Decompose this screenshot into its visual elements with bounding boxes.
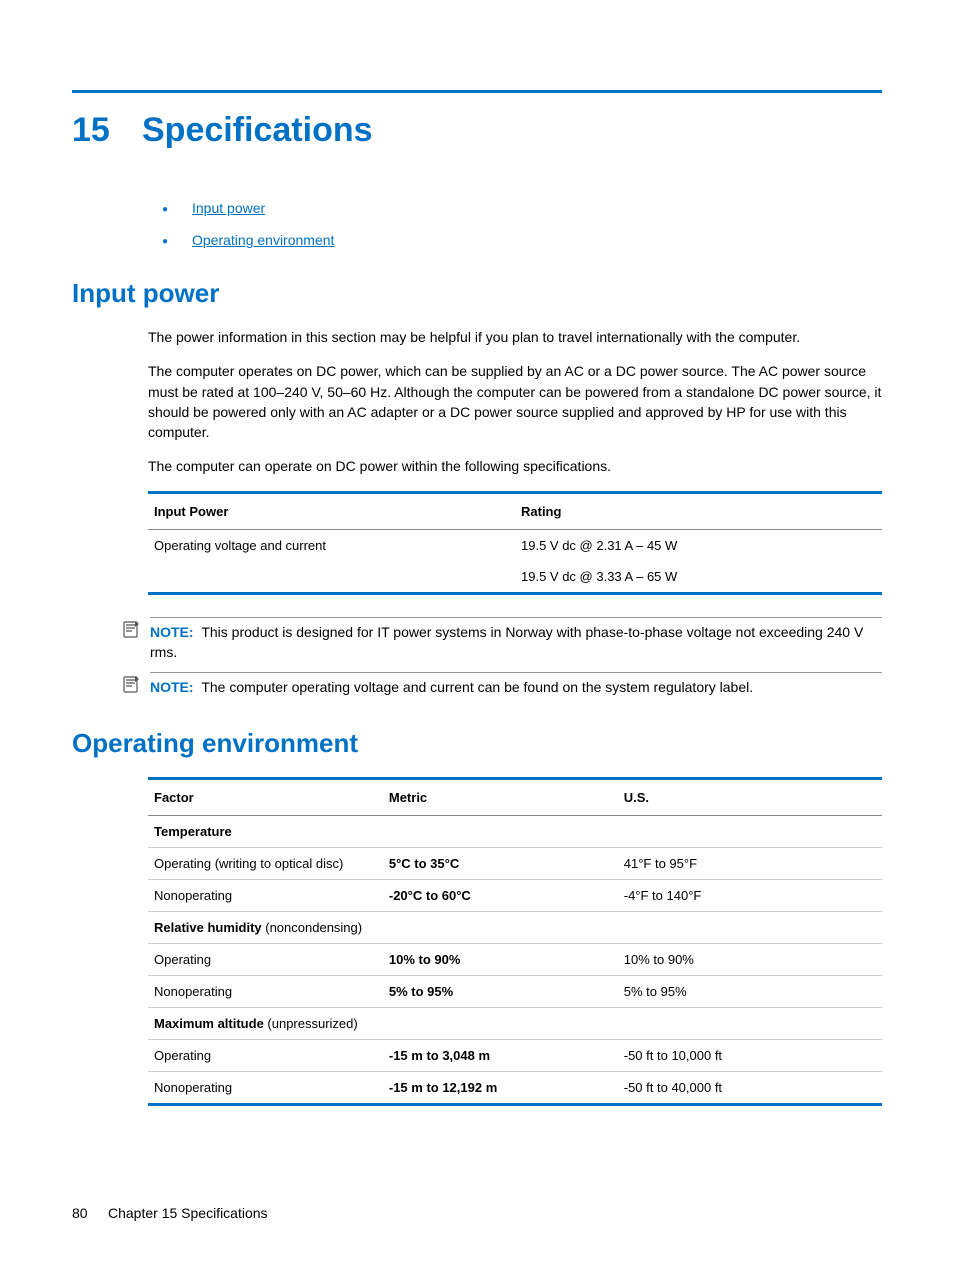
- section1-body: The power information in this section ma…: [148, 327, 882, 595]
- toc-list: Input power Operating environment: [162, 200, 882, 248]
- note-label: NOTE:: [150, 624, 194, 640]
- page-number: 80: [72, 1205, 108, 1221]
- table-cell: 19.5 V dc @ 3.33 A – 65 W: [515, 561, 882, 594]
- table-cell: 19.5 V dc @ 2.31 A – 45 W: [515, 529, 882, 561]
- table-header: U.S.: [618, 778, 882, 815]
- paragraph: The computer operates on DC power, which…: [148, 361, 882, 442]
- table-cell-factor: Operating (writing to optical disc): [148, 847, 383, 879]
- paragraph: The power information in this section ma…: [148, 327, 882, 347]
- table-cell-us: -50 ft to 40,000 ft: [618, 1071, 882, 1104]
- table-subheading: Maximum altitude (unpressurized): [148, 1007, 882, 1039]
- table-cell-factor: Nonoperating: [148, 879, 383, 911]
- paragraph: The computer can operate on DC power wit…: [148, 456, 882, 476]
- section2-body: Factor Metric U.S. TemperatureOperating …: [148, 777, 882, 1106]
- table-row: Operating (writing to optical disc)5°C t…: [148, 847, 882, 879]
- table-subheading: Temperature: [148, 815, 882, 847]
- note-icon: [122, 619, 144, 644]
- table-cell-metric: 5% to 95%: [383, 975, 618, 1007]
- table-header: Rating: [515, 492, 882, 529]
- table-cell-factor: Operating: [148, 1039, 383, 1071]
- top-rule: [72, 90, 882, 93]
- note-text: NOTE: The computer operating voltage and…: [150, 672, 882, 697]
- note-icon: [122, 674, 144, 699]
- note: NOTE: The computer operating voltage and…: [122, 672, 882, 699]
- note: NOTE: This product is designed for IT po…: [122, 617, 882, 663]
- note-text: NOTE: This product is designed for IT po…: [150, 617, 882, 663]
- table-row: Operating10% to 90%10% to 90%: [148, 943, 882, 975]
- section-heading-operating-environment: Operating environment: [72, 728, 882, 759]
- table-cell: Operating voltage and current: [148, 529, 515, 561]
- table-cell-us: 5% to 95%: [618, 975, 882, 1007]
- table-subheading-row: Temperature: [148, 815, 882, 847]
- table-subheading-row: Relative humidity (noncondensing): [148, 911, 882, 943]
- table-cell-us: -50 ft to 10,000 ft: [618, 1039, 882, 1071]
- table-cell-us: 41°F to 95°F: [618, 847, 882, 879]
- table-cell-us: 10% to 90%: [618, 943, 882, 975]
- toc-item: Operating environment: [162, 232, 882, 248]
- table-cell-metric: -15 m to 3,048 m: [383, 1039, 618, 1071]
- page-footer: 80Chapter 15 Specifications: [72, 1205, 268, 1221]
- table-row: Nonoperating-15 m to 12,192 m-50 ft to 4…: [148, 1071, 882, 1104]
- table-cell-metric: -20°C to 60°C: [383, 879, 618, 911]
- chapter-name: Specifications: [142, 111, 373, 149]
- table-row: Nonoperating5% to 95%5% to 95%: [148, 975, 882, 1007]
- chapter-title: 15Specifications: [72, 111, 882, 150]
- table-header: Metric: [383, 778, 618, 815]
- note-body: The computer operating voltage and curre…: [201, 679, 753, 695]
- table-row: Operating-15 m to 3,048 m-50 ft to 10,00…: [148, 1039, 882, 1071]
- toc-link-operating-environment[interactable]: Operating environment: [192, 232, 334, 248]
- toc-link-input-power[interactable]: Input power: [192, 200, 265, 216]
- table-cell-metric: -15 m to 12,192 m: [383, 1071, 618, 1104]
- table-cell-us: -4°F to 140°F: [618, 879, 882, 911]
- table-header: Factor: [148, 778, 383, 815]
- table-cell-metric: 5°C to 35°C: [383, 847, 618, 879]
- input-power-table: Input Power Rating Operating voltage and…: [148, 491, 882, 595]
- chapter-number: 15: [72, 111, 142, 150]
- table-cell-factor: Operating: [148, 943, 383, 975]
- footer-text: Chapter 15 Specifications: [108, 1205, 268, 1221]
- table-subheading-row: Maximum altitude (unpressurized): [148, 1007, 882, 1039]
- table-row: Nonoperating-20°C to 60°C-4°F to 140°F: [148, 879, 882, 911]
- table-row: 19.5 V dc @ 3.33 A – 65 W: [148, 561, 882, 594]
- table-cell: [148, 561, 515, 594]
- table-cell-factor: Nonoperating: [148, 1071, 383, 1104]
- table-row: Operating voltage and current 19.5 V dc …: [148, 529, 882, 561]
- table-subheading: Relative humidity (noncondensing): [148, 911, 882, 943]
- note-label: NOTE:: [150, 679, 194, 695]
- table-cell-metric: 10% to 90%: [383, 943, 618, 975]
- note-body: This product is designed for IT power sy…: [150, 624, 863, 660]
- table-cell-factor: Nonoperating: [148, 975, 383, 1007]
- toc-item: Input power: [162, 200, 882, 216]
- operating-environment-table: Factor Metric U.S. TemperatureOperating …: [148, 777, 882, 1106]
- section-heading-input-power: Input power: [72, 278, 882, 309]
- table-header: Input Power: [148, 492, 515, 529]
